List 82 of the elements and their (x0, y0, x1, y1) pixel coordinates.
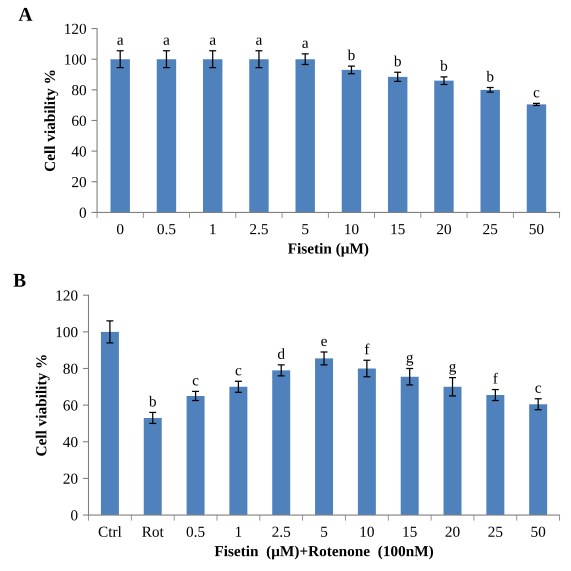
chart-title: A (18, 8, 32, 21)
x-tick-label: 10 (345, 224, 359, 234)
bar (186, 396, 205, 516)
x-tick-label: 15 (403, 526, 417, 537)
bar (480, 90, 500, 212)
annotation: b (148, 396, 156, 407)
annotation: a (256, 38, 262, 45)
annotation: a (164, 38, 170, 45)
y-axis-title: Cell viability % (44, 70, 58, 172)
y-tick-label: 20 (72, 176, 86, 188)
bar (400, 376, 419, 516)
annotation: g (449, 364, 456, 375)
y-tick-label: 60 (63, 400, 78, 411)
annotation: f (364, 343, 370, 354)
bar (249, 59, 269, 212)
annotation: c (534, 90, 540, 98)
annotation: f (493, 372, 498, 384)
x-tick-label: 0.5 (186, 526, 205, 537)
annotation: b (486, 70, 494, 82)
x-tick-label: 0 (116, 224, 124, 234)
y-tick-label: 20 (63, 474, 78, 484)
x-tick-label: 20 (446, 526, 460, 537)
bar (100, 332, 119, 516)
bar (526, 104, 546, 212)
x-tick-label: 25 (483, 224, 498, 234)
bar (434, 80, 454, 212)
annotation: c (236, 368, 242, 376)
bar (358, 368, 376, 516)
bar (229, 386, 248, 516)
bar (342, 70, 362, 212)
x-tick-label: 1 (210, 224, 216, 234)
x-tick-label: 15 (391, 224, 405, 234)
x-axis-title: Fisetin (μM) (288, 242, 368, 257)
annotation: b (440, 60, 448, 71)
annotation: g (406, 354, 414, 366)
y-tick-label: 60 (72, 116, 86, 126)
bar (144, 418, 162, 516)
bar (156, 59, 176, 212)
y-tick-label: 80 (63, 364, 78, 374)
bar (486, 395, 504, 516)
bar (529, 404, 548, 516)
x-tick-label: 1 (236, 526, 242, 537)
x-tick-label: 5 (302, 224, 308, 234)
x-tick-label: Ctrl (98, 526, 122, 537)
x-tick-label: 10 (360, 526, 374, 537)
annotation: d (278, 348, 285, 359)
annotation: e (321, 338, 327, 346)
y-tick-label: 100 (65, 54, 86, 65)
annotation: a (117, 38, 124, 45)
chart-title: B (13, 274, 26, 287)
x-tick-label: 2.5 (272, 526, 290, 537)
y-axis-title: Cell viability % (36, 355, 50, 456)
annotation: a (302, 40, 308, 48)
y-tick-label: 40 (63, 436, 78, 448)
x-tick-label: 25 (488, 526, 502, 537)
annotation: b (348, 49, 355, 60)
bar (295, 59, 315, 212)
annotation: a (210, 38, 216, 45)
y-tick-label: 0 (71, 510, 78, 520)
annotation: c (535, 385, 542, 393)
bar (272, 370, 290, 516)
x-tick-label: 50 (531, 526, 546, 537)
bar (202, 59, 222, 212)
annotation: c (192, 378, 198, 386)
annotation: b (394, 56, 401, 66)
y-tick-label: 120 (65, 24, 86, 34)
y-tick-label: 120 (56, 290, 78, 301)
y-tick-label: 100 (56, 326, 78, 338)
x-tick-label: 2.5 (250, 224, 268, 234)
x-axis-title: Fisetin (μM)+Rotenone (100nM) (214, 546, 434, 560)
x-tick-label: 20 (436, 224, 452, 234)
x-tick-label: 0.5 (157, 224, 176, 234)
y-tick-label: 40 (72, 146, 86, 157)
x-tick-label: 50 (530, 224, 544, 234)
y-tick-label: 80 (72, 84, 86, 96)
x-tick-label: 5 (321, 526, 328, 537)
bar (315, 358, 334, 516)
y-tick-label: 0 (80, 208, 86, 218)
x-tick-label: Rot (142, 526, 164, 537)
bar (444, 386, 462, 516)
bar (110, 59, 130, 212)
bar (388, 76, 408, 212)
